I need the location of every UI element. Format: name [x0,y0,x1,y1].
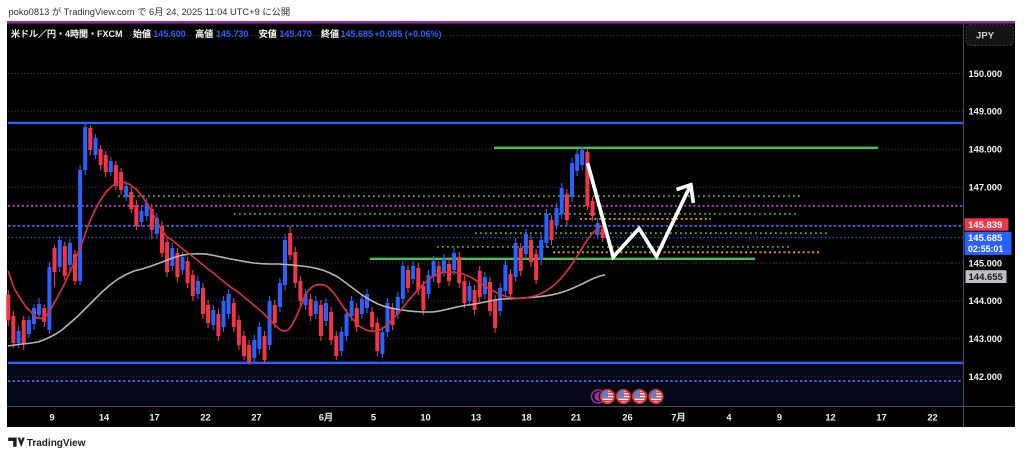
svg-text:147.000: 147.000 [969,183,1003,193]
svg-text:安値: 安値 [259,28,277,39]
svg-text:14: 14 [99,413,110,423]
svg-text:21: 21 [571,413,581,423]
svg-text:9: 9 [49,413,54,423]
svg-text:145.839: 145.839 [968,220,1002,231]
svg-text:6月: 6月 [319,413,333,423]
svg-text:終値: 終値 [321,28,339,39]
svg-text:17: 17 [876,413,886,423]
svg-text:4: 4 [726,413,732,423]
svg-text:7月: 7月 [671,413,685,423]
svg-text:22: 22 [200,413,210,423]
svg-text:145.730: 145.730 [216,29,249,39]
svg-text:142.000: 142.000 [969,372,1003,382]
svg-text:5: 5 [371,413,376,423]
svg-text:17: 17 [149,413,159,423]
svg-text:12: 12 [825,413,835,423]
svg-text:144.655: 144.655 [969,272,1004,283]
svg-text:26: 26 [622,413,632,423]
svg-text:145.600: 145.600 [153,29,186,39]
svg-text:10: 10 [420,413,430,423]
svg-text:145.685: 145.685 [968,233,1003,244]
svg-text:150.000: 150.000 [969,69,1003,79]
svg-text:148.000: 148.000 [969,145,1003,155]
svg-text:02:55:01: 02:55:01 [968,244,1003,254]
svg-text:145.000: 145.000 [969,258,1003,268]
svg-text:22: 22 [927,413,937,423]
svg-text:高値: 高値 [195,28,213,39]
svg-text:TradingView: TradingView [27,438,86,449]
svg-text:144.000: 144.000 [969,296,1003,306]
svg-text:143.000: 143.000 [969,334,1003,344]
svg-text:13: 13 [471,413,481,423]
svg-text:9: 9 [777,413,782,423]
svg-text:poko0813 が TradingView.com で 6: poko0813 が TradingView.com で 6月 24, 2025… [9,6,291,17]
svg-text:27: 27 [251,413,261,423]
svg-text:145.685: 145.685 [341,29,374,39]
svg-text:149.000: 149.000 [969,107,1003,117]
svg-text:18: 18 [521,413,531,423]
svg-text:JPY: JPY [976,30,995,41]
svg-text:145.470: 145.470 [279,29,312,39]
svg-text:始値: 始値 [133,28,151,39]
svg-text:+0.085 (+0.06%): +0.085 (+0.06%) [375,29,442,39]
svg-text:米ドル／円・4時間・FXCM: 米ドル／円・4時間・FXCM [10,28,123,39]
